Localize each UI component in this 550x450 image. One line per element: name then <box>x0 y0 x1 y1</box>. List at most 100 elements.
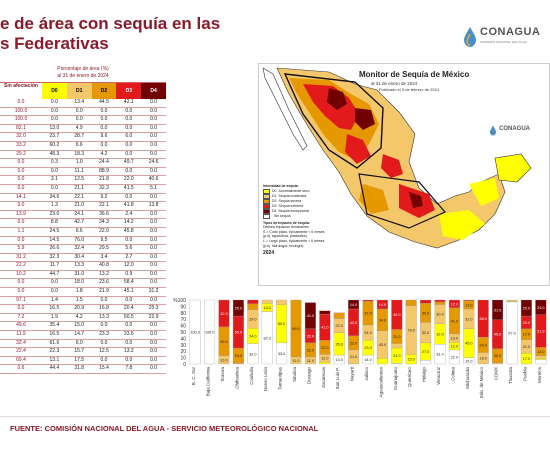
bar-segment <box>492 362 504 365</box>
bar-value-label: 45.0 <box>494 333 501 337</box>
x-category-label: Chihuahua <box>234 367 239 389</box>
bar-segment <box>348 299 360 310</box>
x-category-label: Querétaro <box>407 367 412 388</box>
table-cell: 28.7 <box>74 133 85 140</box>
bar-segment <box>218 299 230 328</box>
x-category-label: Tamaulipas <box>278 366 283 390</box>
bar-value-label: 27.0 <box>422 350 429 354</box>
bar-value-label: 13.0 <box>220 358 227 362</box>
table-cell: 1.3 <box>50 202 58 209</box>
drought-table: Porcentaje de área (%) al 31 de enero de… <box>0 66 166 374</box>
y-tick-label: 20 <box>180 349 186 355</box>
table-cell: 0.0 <box>75 116 83 123</box>
bar-segment <box>232 299 244 317</box>
bar-value-label: 32.0 <box>422 331 429 335</box>
table-cell: 0.0 <box>150 270 158 277</box>
x-category-label: Sonora <box>220 367 225 382</box>
bar-segment <box>420 360 432 365</box>
table-cell: 0.0 <box>17 219 25 226</box>
bar-value-label: 25.0 <box>235 307 242 311</box>
table-row: 22.4 22.3 15.7 12.5 13.2 0.0 <box>0 348 166 357</box>
slide-title-line2: s Federativas <box>0 34 109 53</box>
table-row: 29.2 48.3 18.3 4.2 0.0 0.0 <box>0 151 166 160</box>
y-tick-label: 30 <box>180 343 186 349</box>
bar-value-label: 23.0 <box>537 306 544 310</box>
table-row: 100.0 0.0 0.0 0.0 0.0 0.0 <box>0 108 166 117</box>
bar-segment <box>319 310 331 315</box>
bar-segment <box>247 303 259 310</box>
bar-segment <box>290 299 302 358</box>
table-cell: 20.4 <box>123 305 134 312</box>
table-cell: 0.0 <box>150 210 158 217</box>
legend-code: D2 <box>272 198 277 203</box>
table-cell: 32.3 <box>99 184 109 191</box>
table-cell: 0.0 <box>125 150 133 157</box>
table-cell: 23.6 <box>99 279 109 286</box>
header-d3: D3 <box>116 83 142 99</box>
table-cell: 22.0 <box>99 227 109 234</box>
bar-value-label: 41.0 <box>321 326 328 330</box>
table-cell: 76.0 <box>74 236 85 243</box>
table-cell: 50.5 <box>123 313 134 320</box>
table-cell: 0.0 <box>100 339 108 346</box>
table-row: 0.0 0.0 1.8 21.9 45.1 31.2 <box>0 288 166 297</box>
legend-item: D0 Anormalmente seco <box>263 188 373 194</box>
bar-value-label: 34.0 <box>379 318 386 322</box>
bar-segment <box>276 299 288 305</box>
table-cell: 48.3 <box>49 150 60 157</box>
table-cell: 0.0 <box>150 124 158 131</box>
bar-value-label: 17.0 <box>523 357 530 361</box>
bar-value-label: 100.0 <box>190 331 200 335</box>
bar-segment <box>448 299 460 308</box>
table-cell: 0.9 <box>125 270 133 277</box>
table-cell: 31.8 <box>74 365 85 372</box>
table-cell: 32.0 <box>16 133 26 140</box>
bar-value-label: 29.0 <box>249 317 256 321</box>
impact-note-5: (p.ej. hidrología, ecología) <box>263 243 304 248</box>
table-cell: 36.6 <box>99 210 109 217</box>
table-cell: 0.0 <box>150 356 158 363</box>
table-cell: 29.2 <box>16 150 26 157</box>
table-cell: 0.0 <box>100 322 108 329</box>
table-cell: 69.4 <box>16 356 26 363</box>
y-tick-label: 50 <box>180 330 186 336</box>
table-cell: 22.0 <box>123 176 134 183</box>
table-row: 13.9 23.0 24.1 36.6 2.4 0.0 <box>0 211 166 220</box>
bar-value-label: 25.0 <box>523 307 530 311</box>
bar-value-label: 82.0 <box>264 336 271 340</box>
table-cell: 13.1 <box>49 356 60 363</box>
table-cell: 0.0 <box>17 176 25 183</box>
table-cell: 0.0 <box>50 279 58 286</box>
slide-title: e de área con sequía en las s Federativa… <box>0 14 220 54</box>
bar-segment <box>333 312 345 319</box>
table-cell: 8.8 <box>50 219 58 226</box>
table-cell: 22.4 <box>16 348 26 355</box>
table-cell: 41.8 <box>123 202 134 209</box>
table-cell: 0.0 <box>150 339 158 346</box>
bar-value-label: 22.0 <box>336 324 343 328</box>
table-row: 0.0 0.3 1.0 24.4 49.7 24.6 <box>0 159 166 168</box>
table-cell: 2.7 <box>125 253 133 260</box>
table-cell: 0.0 <box>17 167 25 174</box>
table-cell: 20.9 <box>74 305 85 312</box>
bar-value-label: 22.0 <box>307 334 314 338</box>
table-cell: 16.8 <box>99 305 109 312</box>
mexico-drought-map <box>262 67 532 249</box>
table-cell: 4.2 <box>75 313 83 320</box>
bar-value-label: 30.0 <box>436 313 443 317</box>
table-cell: 0.0 <box>100 124 108 131</box>
table-cell: 49.7 <box>123 159 134 166</box>
bar-value-label: 42.0 <box>220 312 227 316</box>
bar-segment <box>506 299 518 302</box>
table-body: 0.0 0.0 13.4 44.5 42.1 0.0 100.0 0.0 0.0 0.0 0.0 0.… <box>0 99 166 374</box>
header-d0: D0 <box>42 83 67 99</box>
bar-value-label: 41.0 <box>451 319 458 323</box>
table-cell: 15.4 <box>99 365 109 372</box>
bar-value-label: 14.0 <box>379 303 386 307</box>
legend-label: Sin sequía <box>274 213 291 218</box>
table-cell: 13.3 <box>99 313 109 320</box>
bar-value-label: 24.0 <box>393 354 400 358</box>
table-cell: 41.5 <box>123 184 134 191</box>
table-cell: 0.0 <box>50 116 58 123</box>
table-cell: 31.0 <box>74 270 85 277</box>
